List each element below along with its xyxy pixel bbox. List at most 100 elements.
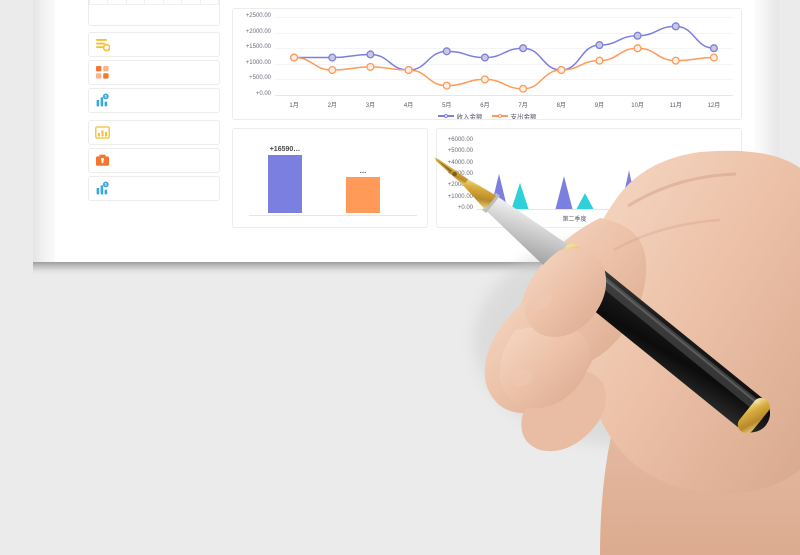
x-axis-tick-label: 4月 <box>403 103 414 109</box>
line-data-point[interactable] <box>519 84 528 93</box>
bar-chart-icon <box>95 125 110 140</box>
calendar-empty-cell <box>162 0 183 5</box>
triangle-bar-segment <box>555 176 573 209</box>
y-axis-tick-label: +5000.00 <box>447 148 473 155</box>
page-bottom-shadow <box>33 262 778 275</box>
calendar-empty-cell <box>199 0 220 5</box>
legend-label: 支出金额 <box>510 114 537 119</box>
chart-gridline <box>275 63 733 65</box>
line-data-point[interactable] <box>595 41 604 50</box>
income-expense-compare-panel[interactable]: +16590… … <box>232 128 428 228</box>
list-lines-icon <box>95 37 110 52</box>
line-data-point[interactable] <box>442 81 451 90</box>
line-data-point[interactable] <box>671 56 680 65</box>
calendar-empty-cell <box>107 0 127 5</box>
y-axis-tick-label: +500.00 <box>249 75 271 82</box>
triangle-bar-segment <box>706 192 724 209</box>
x-axis-tick-label: 8月 <box>556 103 566 109</box>
x-axis-tick-label: 5月 <box>442 103 452 109</box>
line-data-point[interactable] <box>480 75 489 84</box>
triangle-bar-segment <box>576 193 594 209</box>
line-data-point[interactable] <box>290 53 299 62</box>
income-expense-compare-chart: +16590… … <box>233 129 427 227</box>
quarterly-chart-plot <box>490 170 724 209</box>
legend-marker <box>437 114 454 118</box>
line-data-point[interactable] <box>480 53 489 62</box>
triangle-bar-segment <box>511 182 529 209</box>
legend-marker <box>491 114 508 118</box>
x-axis-tick-label: 7月 <box>518 103 528 109</box>
y-axis-tick-label: +6000.00 <box>447 137 473 143</box>
svg-text:$: $ <box>105 182 108 187</box>
wallet-icon <box>95 153 110 168</box>
chart-gridline <box>275 79 733 81</box>
stat-card[interactable]: $ <box>88 88 220 113</box>
x-axis-line <box>275 95 733 96</box>
x-axis-tick-label: 11月 <box>669 103 682 109</box>
line-data-point[interactable] <box>404 65 413 75</box>
triangle-bar-segment <box>490 173 508 209</box>
spreadsheet-page: 5678910111213141516171819202122232425262… <box>55 0 755 262</box>
monthly-line-chart: +2500.00 +2000.00 +1500.00 +1000.00 +500.00 +… <box>233 9 741 119</box>
x-axis-tick-label: 3月 <box>365 103 376 109</box>
line-data-point[interactable] <box>671 22 680 31</box>
line-data-point[interactable] <box>709 44 718 53</box>
y-axis-tick-label: +2000.00 <box>245 28 271 35</box>
x-axis-tick-label: 12月 <box>707 103 721 109</box>
line-data-point[interactable] <box>328 65 337 75</box>
x-axis-tick-label: 2月 <box>327 103 337 109</box>
svg-text:$: $ <box>105 94 108 99</box>
legend-label: 收入金额 <box>456 114 483 119</box>
x-axis-line <box>249 215 417 216</box>
grid-blocks-icon <box>95 65 110 80</box>
stat-card-list: $ $ <box>88 32 220 204</box>
bar-person-icon: $ <box>95 181 110 196</box>
x-axis-tick-label: 6月 <box>480 103 490 109</box>
line-chart-plot <box>290 22 718 93</box>
monthly-line-chart-panel[interactable]: +2500.00 +2000.00 +1500.00 +1000.00 +500.00 +… <box>232 8 742 120</box>
stat-card[interactable]: $ <box>88 176 220 201</box>
stat-card[interactable] <box>88 60 220 85</box>
bar-value-label: … <box>359 167 367 175</box>
triangle-bar-segment <box>620 170 638 209</box>
chart-gridline <box>275 17 733 18</box>
calendar-panel[interactable]: 5678910111213141516171819202122232425262… <box>88 0 220 26</box>
line-data-point[interactable] <box>519 44 528 53</box>
quarterly-chart: +6000.00 +5000.00 +4000.00 +3000.00 +2000.00… <box>437 129 741 227</box>
calendar-grid[interactable]: 5678910111213141516171819202122232425262… <box>88 0 220 5</box>
triangle-bar-segment <box>685 172 703 209</box>
line-data-point[interactable] <box>709 53 718 62</box>
calendar-empty-cell <box>181 0 201 5</box>
page-right-edge <box>753 0 779 262</box>
stat-card[interactable] <box>88 120 220 145</box>
line-series-path <box>294 25 714 71</box>
legend-item[interactable]: 支出金额 <box>491 111 537 119</box>
bar-value-label: +16590… <box>269 145 301 153</box>
chart-gridline <box>275 48 733 50</box>
quarterly-chart-panel[interactable]: +6000.00 +5000.00 +4000.00 +3000.00 +2000.00… <box>436 128 742 228</box>
line-data-point[interactable] <box>633 44 642 53</box>
line-data-point[interactable] <box>328 53 337 62</box>
chart-gridline <box>275 32 733 34</box>
stat-card[interactable] <box>88 148 220 173</box>
calendar-empty-cell <box>88 0 109 5</box>
line-data-point[interactable] <box>633 31 642 40</box>
triangle-bar-segment <box>641 187 659 209</box>
y-axis-tick-label: +1000.00 <box>245 59 271 66</box>
line-data-point[interactable] <box>557 65 566 75</box>
y-axis-tick-label: +0.00 <box>255 91 271 97</box>
stat-card[interactable] <box>88 32 220 57</box>
page-left-edge <box>33 0 57 262</box>
y-axis-tick-label: +2500.00 <box>245 13 271 19</box>
line-data-point[interactable] <box>366 62 375 71</box>
y-axis-tick-label: +1500.00 <box>245 44 271 51</box>
line-data-point[interactable] <box>366 50 375 59</box>
line-data-point[interactable] <box>595 56 604 65</box>
calendar-empty-cell <box>144 0 164 5</box>
line-series-path <box>294 47 714 90</box>
line-data-point[interactable] <box>442 47 451 56</box>
bar-segment <box>268 154 302 213</box>
legend-item[interactable]: 收入金额 <box>437 111 483 119</box>
y-axis-tick-label: +1000.00 <box>447 193 473 200</box>
